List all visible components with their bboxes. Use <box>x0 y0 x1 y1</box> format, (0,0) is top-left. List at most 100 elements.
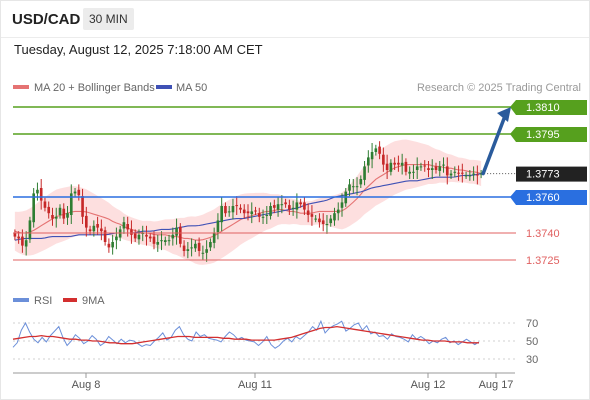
candle-body <box>393 162 396 165</box>
candle-body <box>220 206 223 223</box>
candle-body <box>472 173 475 175</box>
candle-body <box>423 165 427 167</box>
candle-body <box>186 249 190 251</box>
candle-body <box>115 236 118 241</box>
candle-body <box>126 224 129 230</box>
ma50-legend-label: MA 50 <box>176 82 207 94</box>
timeframe-button[interactable]: 30 MIN <box>83 8 134 30</box>
candle-body <box>280 204 284 206</box>
arrow-shaft <box>481 114 507 176</box>
candle-body <box>32 193 35 223</box>
candle-body <box>325 224 329 225</box>
candle-body <box>351 186 355 188</box>
candle-body <box>39 188 43 201</box>
symbol-title: USD/CAD <box>12 11 81 28</box>
candle-body <box>133 233 137 239</box>
candle-body <box>340 202 344 208</box>
candle-body <box>66 213 69 218</box>
candle-body <box>156 242 160 245</box>
candle-body <box>367 157 370 166</box>
candle-body <box>449 173 453 176</box>
candle-body <box>137 234 141 240</box>
candle-body <box>21 236 24 246</box>
candle-body <box>363 166 366 180</box>
candle-body <box>190 247 193 249</box>
candle-body <box>122 222 126 229</box>
bollinger-fill <box>14 139 482 265</box>
resistance-tag <box>510 127 587 142</box>
candle-body <box>295 202 299 210</box>
candle-body <box>145 234 148 237</box>
candle-body <box>397 162 400 165</box>
candle-body <box>254 210 257 212</box>
candle-body <box>130 229 133 235</box>
candle-body <box>85 215 88 228</box>
candle-body <box>382 154 385 165</box>
candle-body <box>321 220 325 224</box>
candle-body <box>107 243 111 248</box>
current-price-label: 1.3773 <box>526 169 560 181</box>
bollinger-bands <box>14 139 482 265</box>
candle-body <box>404 161 408 172</box>
candle-body <box>148 236 152 239</box>
candle-body <box>400 162 404 166</box>
candle-body <box>201 252 205 254</box>
ma20-legend-label: MA 20 + Bollinger Bands <box>34 82 155 94</box>
candle-body <box>96 224 99 228</box>
candle-body <box>276 204 280 210</box>
candle-body <box>265 215 269 216</box>
credit-text: Research © 2025 Trading Central <box>417 82 581 94</box>
candle-body <box>92 225 96 232</box>
candle-body <box>370 152 374 160</box>
rsi-ma-line <box>12 325 479 345</box>
candle-body <box>160 240 163 242</box>
current-price-tag <box>516 166 587 182</box>
x-tick-label: Aug 8 <box>72 379 101 391</box>
candle-body <box>434 166 438 170</box>
candle-body <box>457 172 460 174</box>
support-label: 1.3740 <box>526 228 560 240</box>
candle-body <box>464 175 468 177</box>
candle-body <box>318 218 321 223</box>
candle-body <box>461 172 464 174</box>
rsi-ma-legend-swatch <box>63 298 77 302</box>
candle-body <box>62 208 66 219</box>
candle-body <box>257 213 261 217</box>
candle-body <box>235 205 239 207</box>
candle-body <box>273 205 276 208</box>
rsi-legend-swatch <box>13 298 29 302</box>
arrow-head <box>497 107 511 122</box>
candle-body <box>261 216 265 218</box>
pivot-tag <box>510 190 587 205</box>
candle-body <box>269 206 272 216</box>
projection-arrow <box>481 107 511 176</box>
pivot-label: 1.3760 <box>526 192 560 204</box>
candle-body <box>212 233 216 243</box>
candle-body <box>36 189 39 194</box>
candle-body <box>419 166 423 168</box>
candle-body <box>179 226 182 244</box>
rsi-panel: 70 50 30 <box>12 318 538 366</box>
candle-body <box>408 171 411 174</box>
candle-body <box>314 218 317 220</box>
candle-body <box>412 171 415 173</box>
candle-body <box>453 171 457 173</box>
candle-body <box>13 233 17 237</box>
candle-body <box>17 236 20 239</box>
candle-body <box>430 168 434 170</box>
candle-body <box>442 164 445 166</box>
candle-body <box>58 207 62 215</box>
candle-body <box>415 166 419 170</box>
candle-body <box>378 146 381 154</box>
candle-body <box>111 242 114 248</box>
candle-body <box>438 166 442 171</box>
rsi-legend-label: RSI <box>34 295 52 307</box>
candle-body <box>227 211 231 213</box>
candle-body <box>103 230 107 242</box>
candle-body <box>329 218 333 224</box>
candle-body <box>24 240 28 247</box>
candlesticks <box>13 141 483 262</box>
candle-body <box>427 168 430 170</box>
x-tick-label: Aug 17 <box>479 379 514 391</box>
